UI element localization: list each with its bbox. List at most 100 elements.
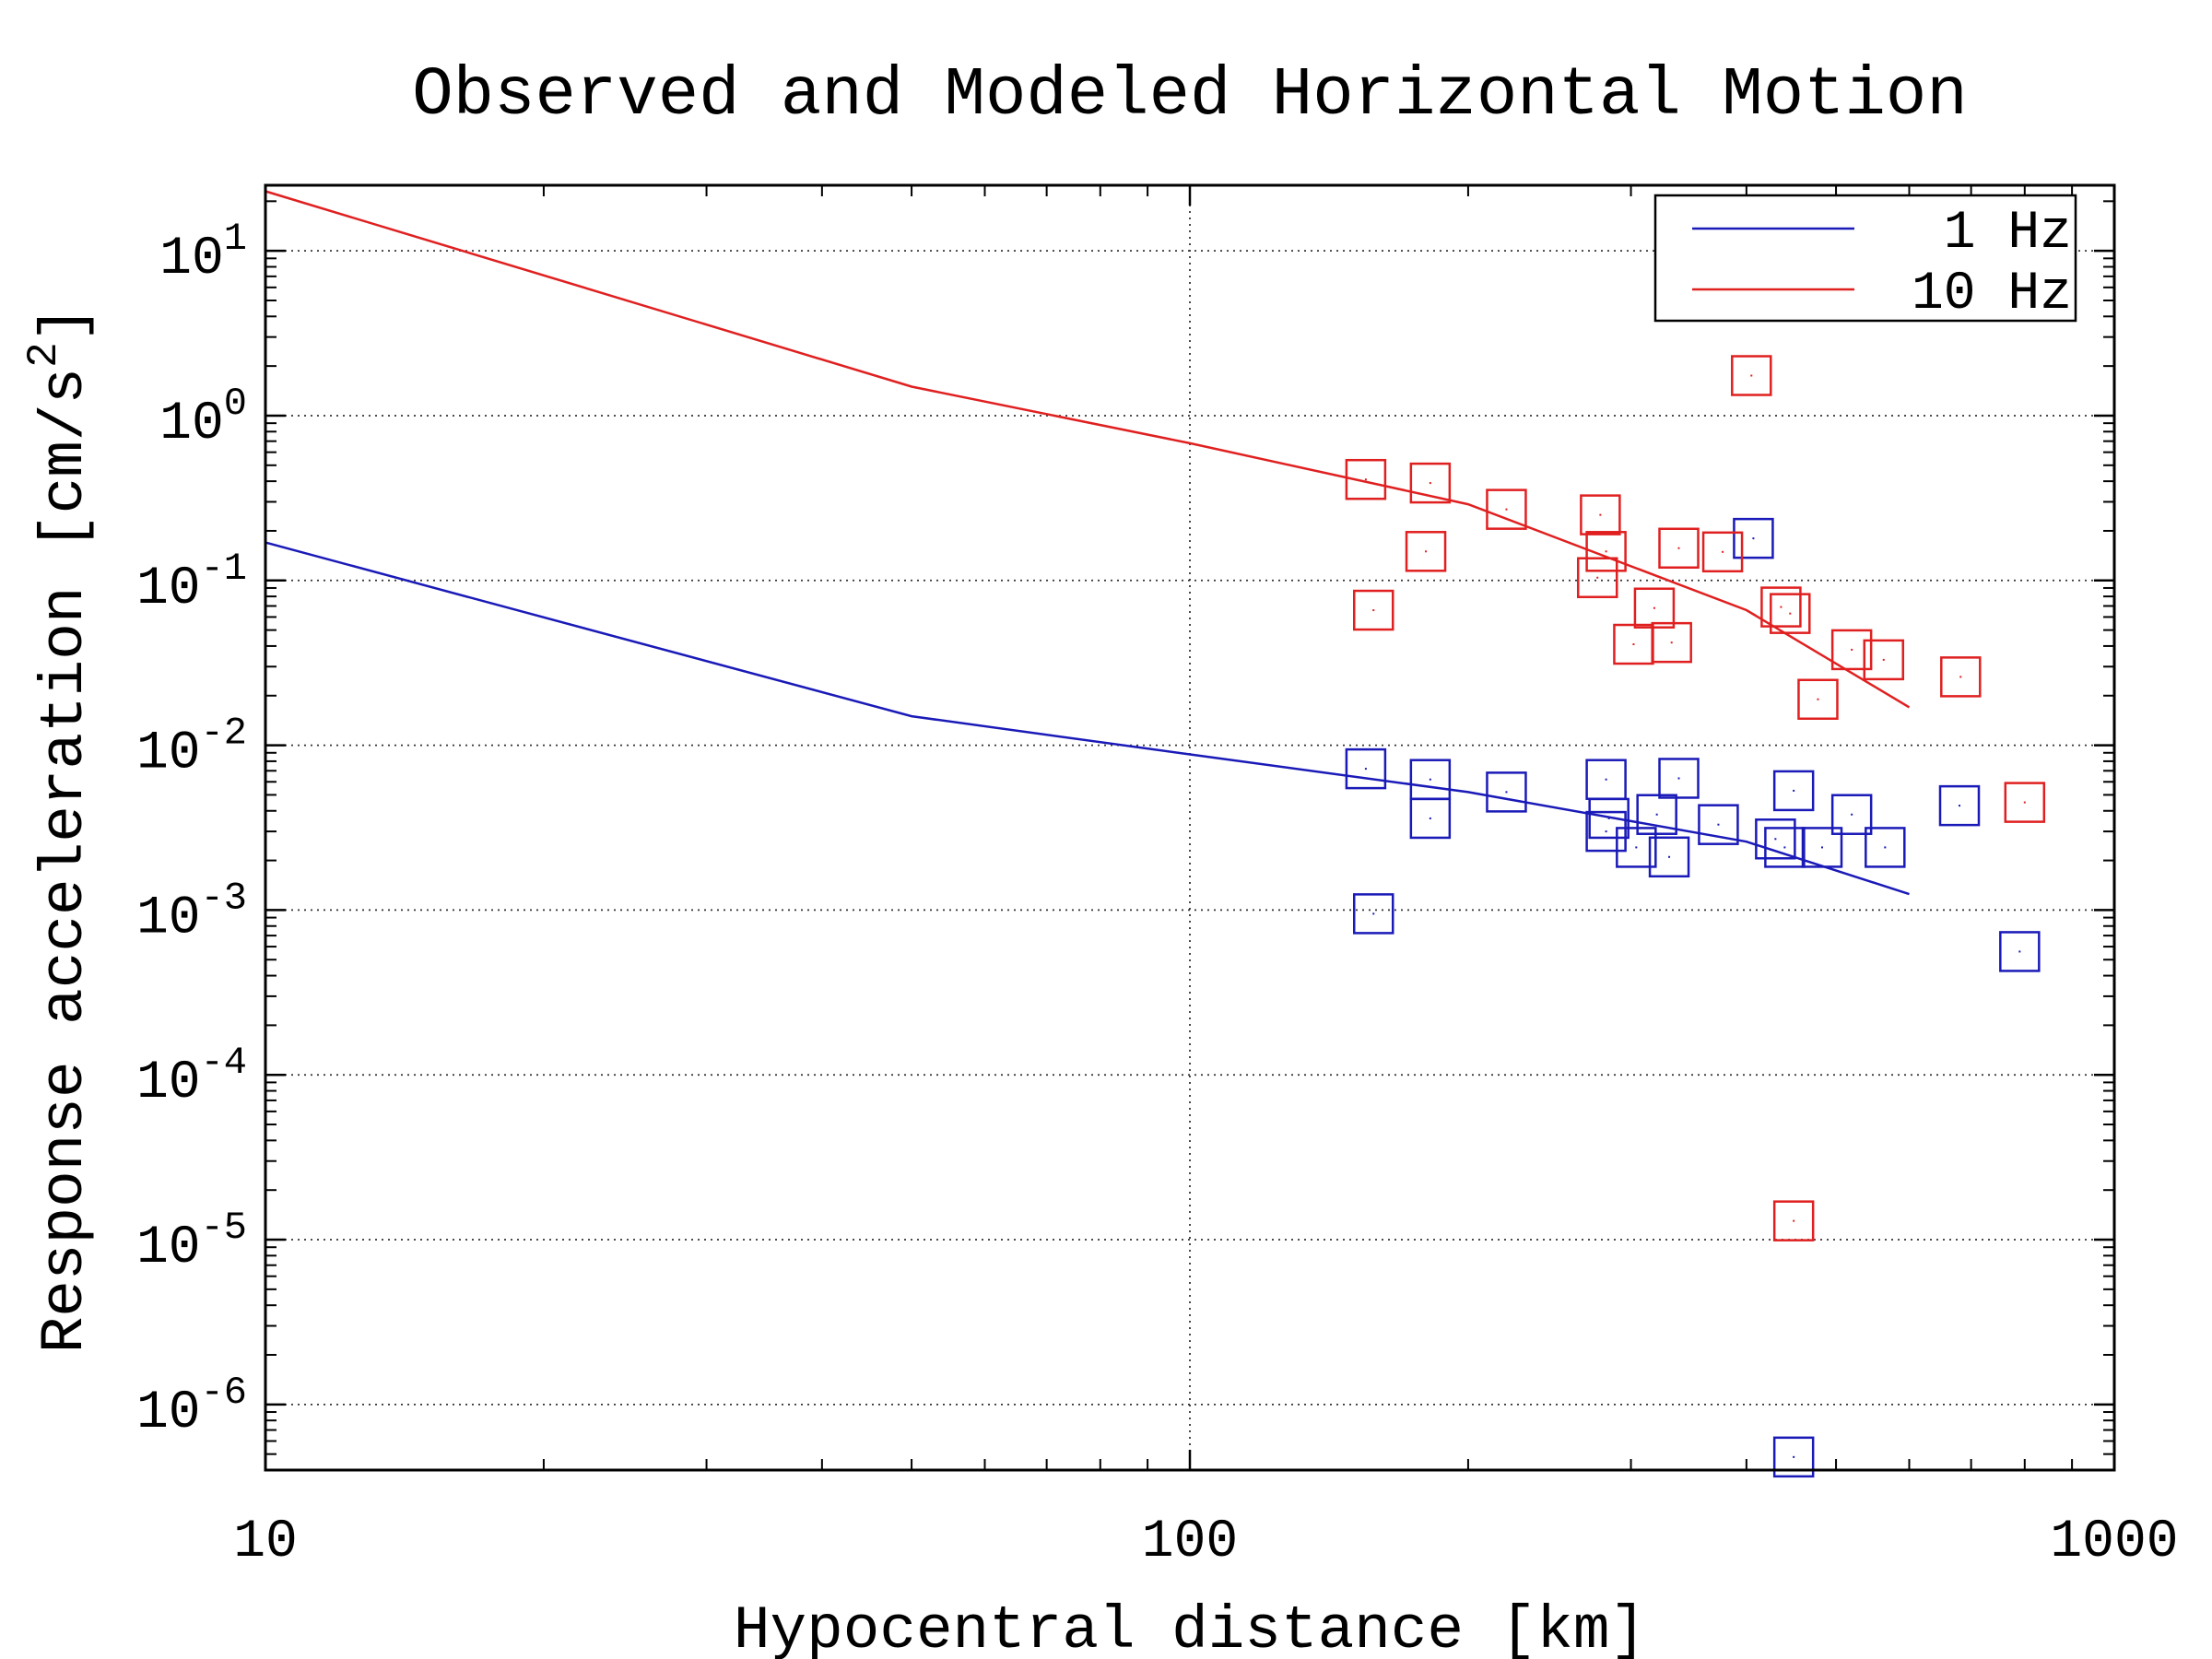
- y-axis-label: Response acceleration [cm/s2]: [20, 306, 100, 1354]
- model-line-1hz: [265, 541, 1910, 896]
- y-tick-label: 10-5: [136, 1206, 247, 1278]
- observed-marker-center-1hz: [1635, 846, 1638, 849]
- observed-marker-10hz: [1658, 527, 1700, 570]
- observed-marker-1hz: [1772, 770, 1815, 812]
- observed-marker-10hz: [1405, 531, 1447, 572]
- observed-marker-center-1hz: [1783, 846, 1786, 849]
- grid: [265, 185, 2114, 1470]
- observed-marker-center-1hz: [1884, 846, 1887, 849]
- observed-marker-1hz: [1345, 747, 1387, 790]
- y-tick-label: 10-3: [136, 876, 247, 948]
- observed-marker-center-1hz: [1605, 830, 1607, 833]
- observed-marker-center-1hz: [1607, 817, 1610, 819]
- observed-marker-center-10hz: [1677, 547, 1680, 549]
- observed-marker-1hz: [1999, 931, 2041, 972]
- y-tick-label: 10-1: [136, 547, 247, 619]
- observed-marker-1hz: [1588, 797, 1630, 840]
- legend-box: [1653, 194, 2077, 323]
- y-tick-labels: 101 100 10-1 10-2 10-3 10-4 10-5 10-6: [136, 217, 247, 1443]
- observed-marker-10hz: [1353, 589, 1394, 631]
- observed-marker-center-10hz: [1793, 1219, 1795, 1222]
- observed-marker-10hz: [1830, 629, 1873, 671]
- observed-marker-10hz: [1770, 593, 1811, 634]
- observed-marker-1hz: [1409, 797, 1452, 840]
- observed-marker-center-1hz: [1655, 813, 1658, 816]
- observed-marker-center-1hz: [1851, 813, 1853, 816]
- observed-marker-1hz: [1698, 804, 1739, 845]
- observed-marker-10hz: [1701, 531, 1744, 573]
- observed-marker-center-10hz: [1780, 606, 1783, 608]
- observed-marker-1hz: [1938, 784, 1981, 827]
- x-tick-label: 100: [1142, 1512, 1238, 1572]
- observed-marker-center-10hz: [1722, 550, 1724, 553]
- observed-marker-center-10hz: [1959, 676, 1962, 678]
- observed-marker-center-10hz: [2023, 801, 2026, 804]
- observed-marker-1hz: [1772, 1436, 1815, 1478]
- observed-marker-center-1hz: [1372, 912, 1375, 915]
- observed-marker-10hz: [1731, 355, 1772, 396]
- observed-marker-1hz: [1801, 827, 1843, 868]
- observed-marker-center-1hz: [1820, 846, 1823, 849]
- observed-marker-center-1hz: [1752, 537, 1755, 540]
- minor-ticks: [264, 185, 2116, 1471]
- observed-marker-center-10hz: [1789, 612, 1792, 615]
- observed-marker-1hz: [1658, 758, 1700, 799]
- observed-marker-center-10hz: [1605, 550, 1607, 553]
- observed-marker-center-10hz: [1632, 643, 1635, 646]
- y-axis-label-suffix: ]: [30, 306, 100, 343]
- y-tick-label: 100: [159, 382, 247, 454]
- observed-marker-center-10hz: [1364, 478, 1367, 481]
- observed-marker-10hz: [1576, 557, 1618, 598]
- observed-marker-center-1hz: [1429, 817, 1431, 819]
- y-tick-label: 10-4: [136, 1041, 247, 1113]
- observed-marker-center-1hz: [1959, 805, 1961, 807]
- observed-marker-1hz: [1616, 827, 1657, 868]
- y-tick-label: 10-6: [136, 1371, 247, 1443]
- observed-marker-1hz: [1648, 836, 1690, 878]
- observed-marker-center-1hz: [2018, 950, 2021, 953]
- observed-marker-10hz: [1486, 488, 1527, 530]
- observed-marker-10hz: [2004, 782, 2046, 823]
- observed-marker-10hz: [1409, 462, 1452, 504]
- legend-label-1hz: 1 Hz: [1944, 204, 2072, 264]
- legend: 1 Hz 10 Hz: [1653, 194, 2077, 324]
- x-axis-label: Hypocentral distance [km]: [734, 1596, 1646, 1659]
- observed-marker-1hz: [1585, 810, 1627, 853]
- observed-marker-center-1hz: [1677, 777, 1680, 780]
- observed-marker-center-10hz: [1882, 658, 1885, 661]
- observed-marker-10hz: [1633, 587, 1676, 629]
- observed-marker-center-1hz: [1429, 778, 1431, 781]
- observed-marker-center-10hz: [1425, 550, 1428, 553]
- observed-marker-10hz: [1772, 1200, 1815, 1241]
- observed-marker-10hz: [1940, 656, 1982, 698]
- y-axis-label-sup: 2: [20, 342, 68, 368]
- observed-marker-1hz: [1865, 827, 1906, 868]
- observed-marker-center-1hz: [1774, 838, 1777, 841]
- observed-marker-center-10hz: [1670, 641, 1673, 644]
- observed-marker-center-1hz: [1605, 778, 1607, 781]
- observed-marker-10hz: [1580, 494, 1621, 535]
- observed-marker-10hz: [1345, 458, 1387, 500]
- legend-label-10hz: 10 Hz: [1912, 265, 2072, 324]
- plot-frame: [264, 183, 2116, 1472]
- observed-marker-1hz: [1486, 771, 1527, 813]
- observed-marker-center-10hz: [1851, 648, 1853, 651]
- x-tick-label: 10: [233, 1512, 298, 1572]
- y-tick-label: 10-2: [136, 712, 247, 784]
- observed-marker-center-10hz: [1750, 374, 1753, 377]
- observed-marker-10hz: [1863, 639, 1905, 681]
- observed-marker-10hz: [1585, 531, 1627, 572]
- observed-marker-center-10hz: [1505, 508, 1508, 511]
- chart-title: Observed and Modeled Horizontal Motion: [412, 57, 1967, 135]
- x-tick-labels: 10 100 1000: [233, 1512, 2178, 1572]
- observed-marker-1hz: [1764, 827, 1806, 868]
- observed-marker-center-1hz: [1505, 791, 1508, 794]
- x-tick-label: 1000: [2050, 1512, 2178, 1572]
- observed-marker-1hz: [1636, 794, 1677, 835]
- observed-marker-1hz: [1755, 818, 1796, 860]
- observed-markers: [1345, 355, 2046, 1478]
- observed-marker-10hz: [1651, 621, 1692, 664]
- observed-marker-center-10hz: [1429, 482, 1431, 485]
- observed-marker-center-1hz: [1717, 823, 1720, 826]
